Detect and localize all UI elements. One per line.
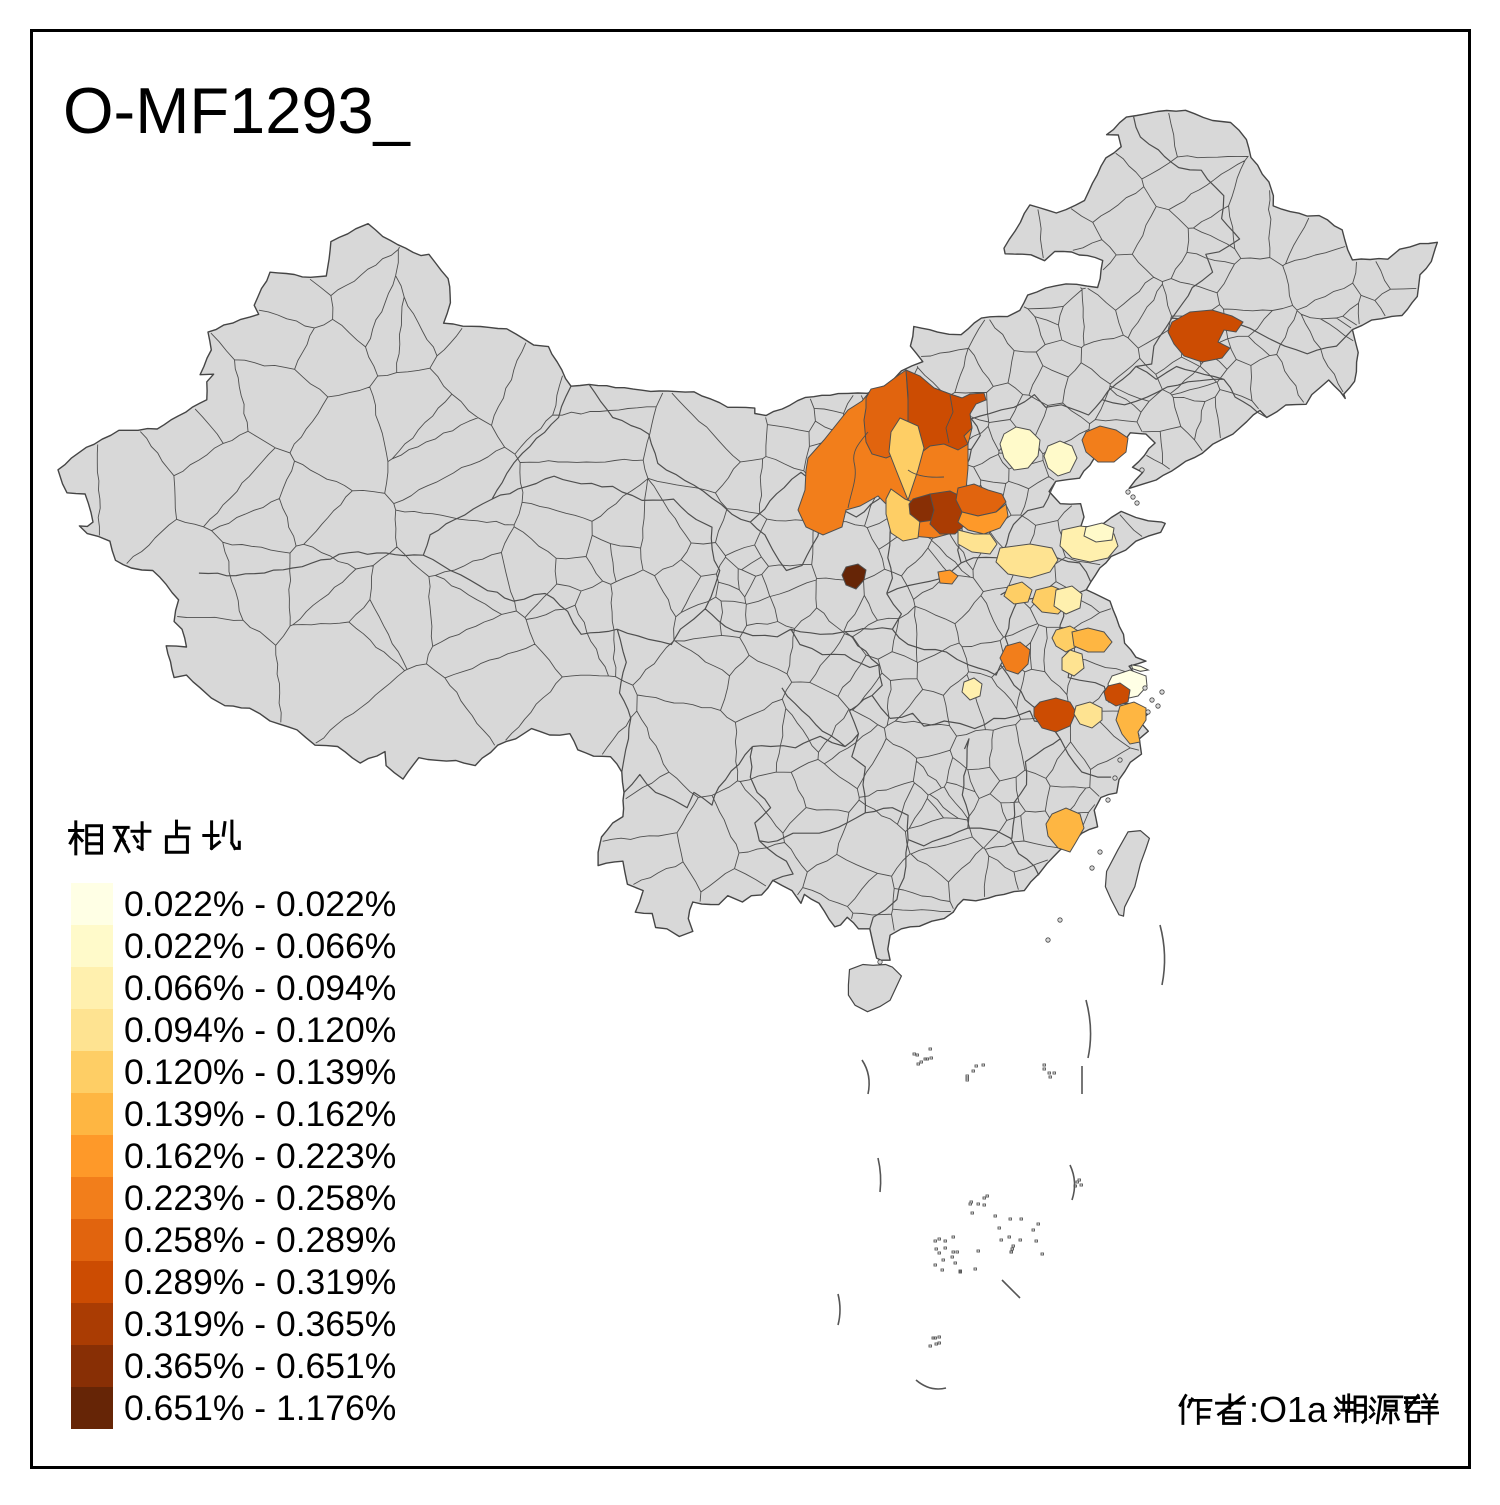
- svg-text:0.066% - 0.094%: 0.066% - 0.094%: [124, 968, 396, 1008]
- svg-text::O1a: :O1a: [1249, 1389, 1328, 1430]
- svg-text:O-MF1293_: O-MF1293_: [63, 74, 411, 147]
- svg-text:0.120% - 0.139%: 0.120% - 0.139%: [124, 1052, 396, 1092]
- svg-text:0.022% - 0.066%: 0.022% - 0.066%: [124, 926, 396, 966]
- svg-text:0.289% - 0.319%: 0.289% - 0.319%: [124, 1262, 396, 1302]
- svg-text:0.223% - 0.258%: 0.223% - 0.258%: [124, 1178, 396, 1218]
- svg-text:0.365% - 0.651%: 0.365% - 0.651%: [124, 1346, 396, 1386]
- svg-text:0.319% - 0.365%: 0.319% - 0.365%: [124, 1304, 396, 1344]
- svg-text:0.258% - 0.289%: 0.258% - 0.289%: [124, 1220, 396, 1260]
- svg-text:0.022% - 0.022%: 0.022% - 0.022%: [124, 884, 396, 924]
- svg-text:0.139% - 0.162%: 0.139% - 0.162%: [124, 1094, 396, 1134]
- svg-text:0.162% - 0.223%: 0.162% - 0.223%: [124, 1136, 396, 1176]
- svg-text:0.651% - 1.176%: 0.651% - 1.176%: [124, 1388, 396, 1428]
- svg-text:0.094% - 0.120%: 0.094% - 0.120%: [124, 1010, 396, 1050]
